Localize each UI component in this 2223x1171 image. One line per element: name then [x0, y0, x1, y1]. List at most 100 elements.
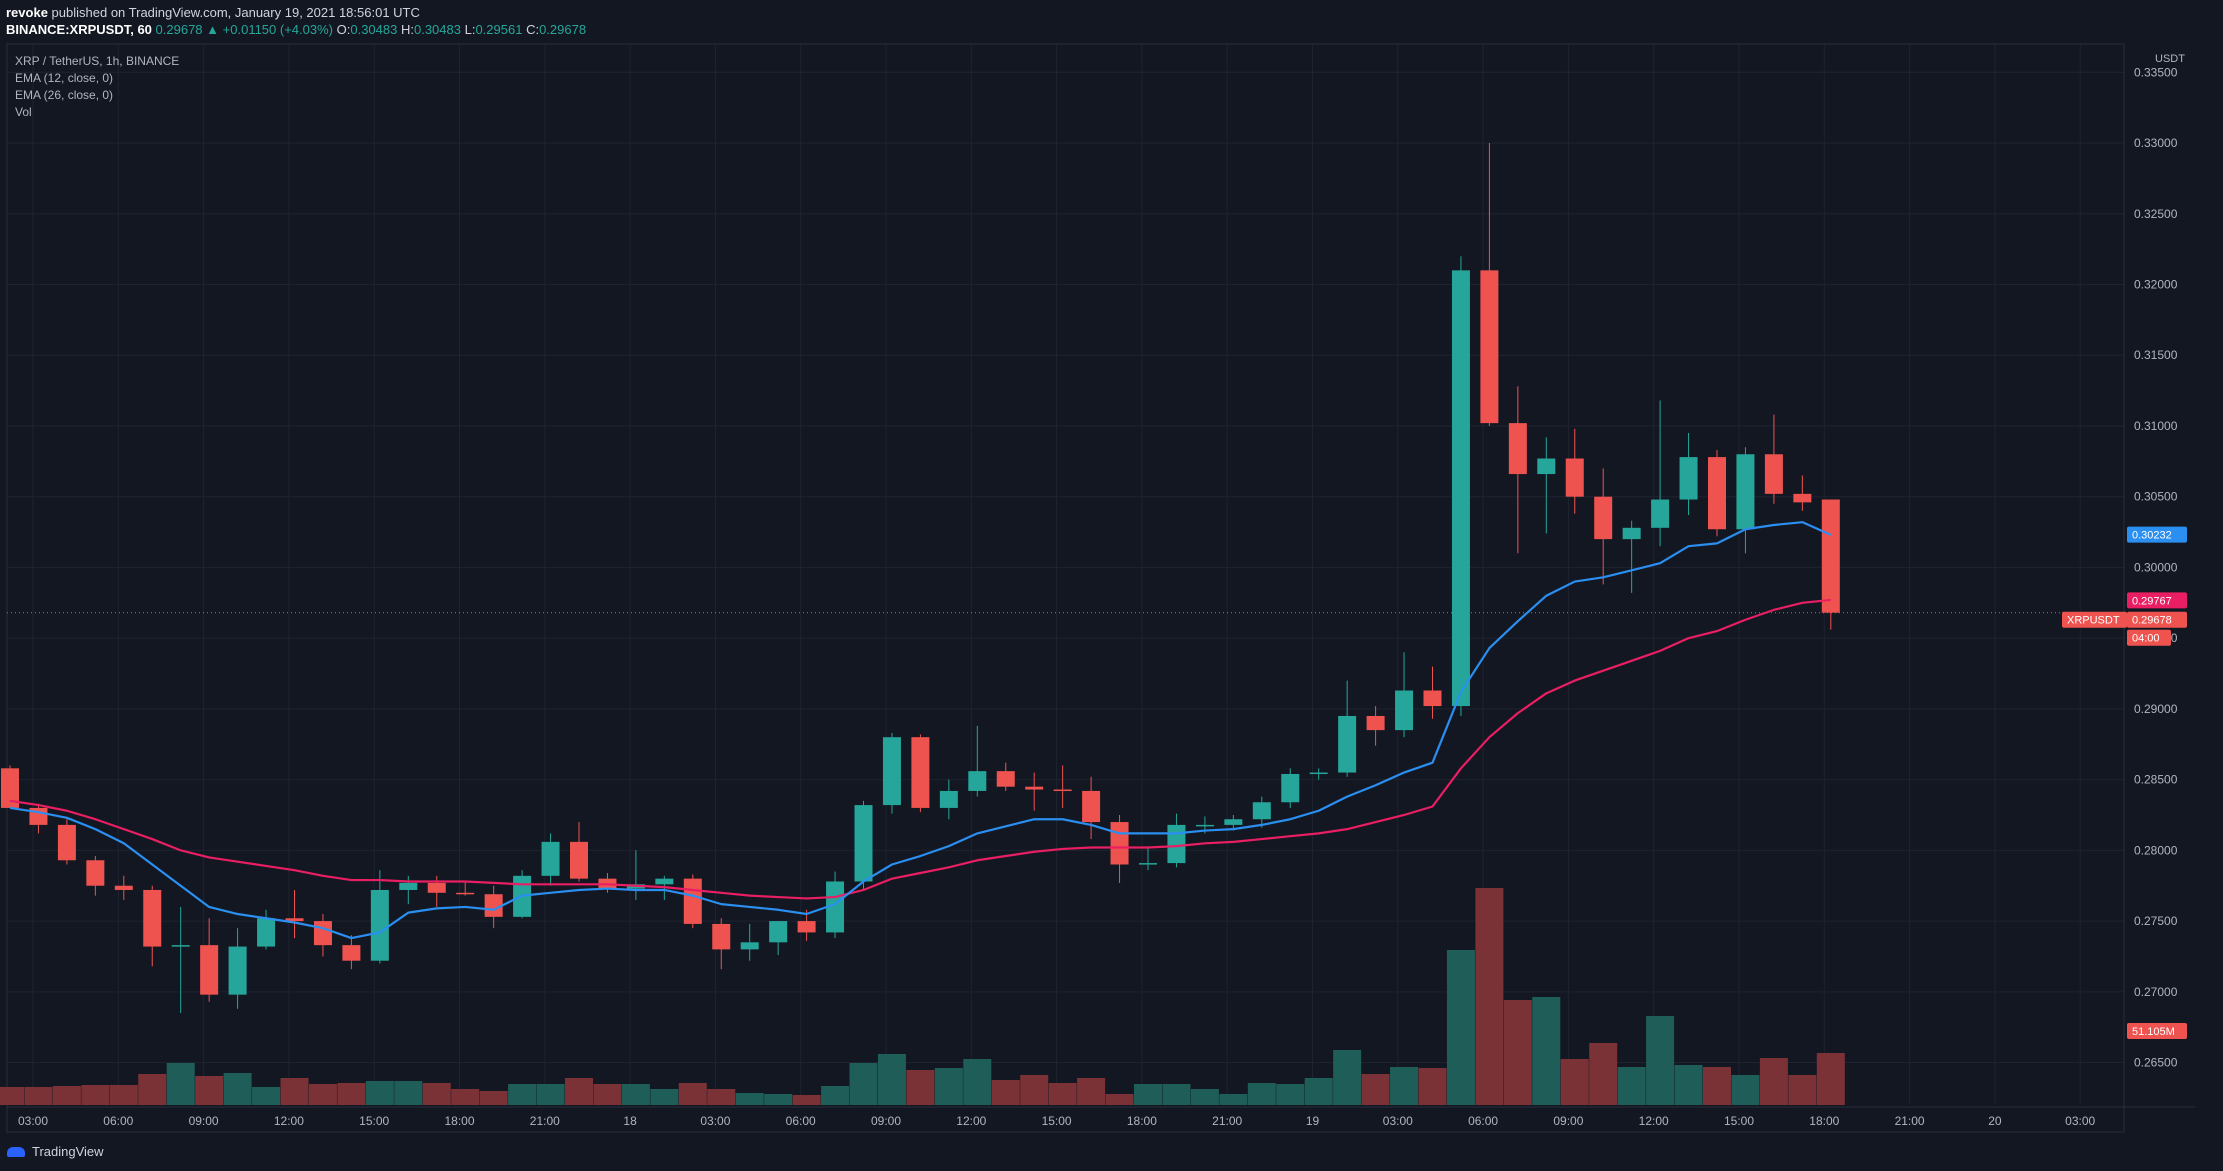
candle-body — [1252, 802, 1271, 820]
volume-bar — [81, 1085, 110, 1105]
volume-bar — [1048, 1083, 1077, 1105]
candle-body — [1508, 423, 1527, 475]
x-tick-label: 18:00 — [1127, 1114, 1157, 1128]
publisher-name[interactable]: revoke — [6, 5, 48, 20]
symbol-tag-text: XRPUSDT — [2067, 615, 2120, 627]
y-tick-label: 0.28500 — [2134, 773, 2178, 787]
x-tick-label: 19 — [1306, 1114, 1320, 1128]
volume-bar — [963, 1059, 992, 1105]
volume-bar — [451, 1089, 480, 1105]
volume-bar — [365, 1081, 394, 1105]
candle-body — [683, 878, 702, 924]
candle-body — [712, 923, 731, 950]
y-tick-label: 0.32500 — [2134, 207, 2178, 221]
volume-bar — [1105, 1094, 1134, 1105]
x-tick-label: 09:00 — [189, 1114, 219, 1128]
candle-body — [882, 737, 901, 806]
tradingview-logo-icon — [6, 1145, 28, 1158]
volume-tag: 51.105M — [2127, 1023, 2187, 1039]
candle-body — [1053, 789, 1072, 792]
volume-bar — [138, 1074, 167, 1105]
candle-body — [996, 771, 1015, 787]
x-tick-label: 09:00 — [871, 1114, 901, 1128]
volume-bar — [337, 1083, 366, 1105]
tradingview-watermark[interactable]: TradingView — [6, 1144, 104, 1159]
volume-bar — [621, 1084, 650, 1105]
volume-bar — [0, 1087, 24, 1105]
candle-body — [1708, 457, 1726, 530]
volume-bar — [1247, 1083, 1276, 1105]
candle-body — [1622, 527, 1641, 540]
high-value: 0.30483 — [413, 22, 461, 37]
countdown-tag-bg — [2127, 629, 2171, 646]
volume-bar — [593, 1084, 622, 1105]
legend-ema12[interactable]: EMA (12, close, 0) — [15, 71, 114, 85]
volume-bar — [707, 1089, 736, 1105]
volume-bar — [109, 1085, 138, 1105]
volume-bar — [24, 1087, 53, 1105]
last-price-tag-text: 0.29678 — [2132, 615, 2172, 627]
volume-bar — [1418, 1068, 1447, 1105]
candle-body — [1537, 458, 1556, 475]
volume-tag-text: 51.105M — [2132, 1026, 2175, 1038]
volume-bar — [1788, 1075, 1817, 1105]
candle-body — [1281, 773, 1300, 803]
candle-body — [911, 737, 930, 808]
y-tick-label: 0.33000 — [2134, 136, 2178, 150]
candle-body — [1167, 824, 1186, 864]
ema26-price-tag: 0.29767 — [2127, 592, 2187, 609]
x-tick-label: 03:00 — [1383, 1114, 1413, 1128]
candle-body — [939, 790, 958, 808]
candle-body — [1821, 499, 1840, 613]
candle-body — [257, 918, 276, 947]
volume-bar — [394, 1081, 423, 1105]
candle-body — [1366, 715, 1385, 731]
x-tick-label: 06:00 — [786, 1114, 816, 1128]
candle-body — [1, 768, 19, 808]
x-tick-label: 21:00 — [530, 1114, 560, 1128]
candle-body — [114, 885, 133, 890]
legend-title[interactable]: XRP / TetherUS, 1h, BINANCE — [15, 54, 180, 68]
x-tick-label: 12:00 — [1639, 1114, 1669, 1128]
volume-bar — [536, 1084, 565, 1105]
candle-body — [86, 860, 105, 886]
candle-body — [171, 945, 190, 947]
countdown-tag-text: 04:00 — [2132, 633, 2160, 645]
volume-bar — [1390, 1067, 1419, 1105]
symbol-tag-bg — [2062, 611, 2127, 628]
volume-bar — [1475, 888, 1504, 1105]
price-change: ▲ +0.01150 (+4.03%) — [206, 22, 333, 37]
legend-vol[interactable]: Vol — [15, 105, 32, 119]
x-tick-label: 18:00 — [1809, 1114, 1839, 1128]
candle-body — [1565, 458, 1584, 497]
volume-bar — [1190, 1089, 1219, 1105]
volume-bar — [991, 1080, 1020, 1105]
y-tick-label: 0.33500 — [2134, 65, 2178, 79]
volume-bar — [1020, 1075, 1049, 1105]
y-tick-label: 0.32000 — [2134, 277, 2178, 291]
legend-ema26[interactable]: EMA (26, close, 0) — [15, 88, 114, 102]
volume-bar — [1589, 1043, 1618, 1105]
y-tick-label: 0.28000 — [2134, 843, 2178, 857]
candle-body — [1451, 270, 1470, 707]
volume-bar — [849, 1063, 878, 1105]
ema12-price-tag-text: 0.30232 — [2132, 530, 2172, 542]
candle-body — [1764, 454, 1783, 494]
x-tick-label: 09:00 — [1553, 1114, 1583, 1128]
high-label: H: — [400, 22, 414, 37]
candle-body — [1395, 690, 1414, 731]
volume-bar — [1532, 997, 1561, 1105]
candle-body — [1338, 715, 1357, 773]
symbol-tag: XRPUSDT — [2062, 611, 2127, 628]
candle-body — [1224, 819, 1243, 825]
candle-body — [1736, 454, 1755, 530]
x-tick-label: 06:00 — [1468, 1114, 1498, 1128]
volume-bar — [1333, 1050, 1362, 1105]
candle-body — [1110, 822, 1129, 865]
y-tick-label: 0.30500 — [2134, 490, 2178, 504]
volume-bar — [280, 1078, 309, 1105]
volume-bar — [1617, 1067, 1646, 1105]
y-tick-label: 0.27000 — [2134, 985, 2178, 999]
ema26-line — [9, 598, 1831, 900]
